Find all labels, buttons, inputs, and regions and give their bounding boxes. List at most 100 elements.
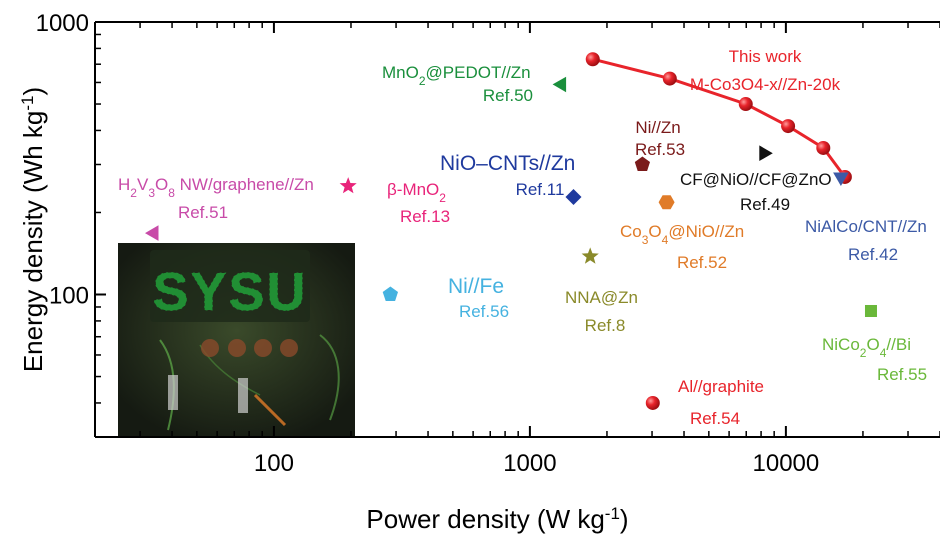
marker-co3o4-nio xyxy=(658,195,675,210)
label-co3o4-nio-part: Co xyxy=(620,222,642,241)
label-h2v3o8-part: NW/graphene//Zn xyxy=(175,175,314,194)
inset-battery-4 xyxy=(280,339,298,357)
ref-ni-fe: Ref.56 xyxy=(459,302,509,321)
y-tick-label: 1000 xyxy=(36,10,89,37)
this-work-point xyxy=(781,119,796,134)
x-axis-label-tail: ) xyxy=(620,504,629,534)
label-nna-zn: NNA@Zn xyxy=(565,288,638,307)
label-h2v3o8-part: H xyxy=(118,175,130,194)
ref-nio-cnts: Ref.11 xyxy=(516,180,565,199)
label-ni-zn: Ni//Zn xyxy=(635,118,680,137)
marker-al-graphite xyxy=(645,395,660,410)
x-axis-label-sup: -1 xyxy=(605,504,620,523)
ref-ni-zn: Ref.53 xyxy=(635,140,685,159)
inset-battery-2 xyxy=(228,339,246,357)
ref-al-graphite: Ref.54 xyxy=(690,409,740,428)
x-tick-label: 10000 xyxy=(753,450,820,477)
inset-wire-right xyxy=(319,334,340,421)
this-work-label: This work xyxy=(729,47,802,66)
label-co3o4-nio-part: @NiO//Zn xyxy=(668,222,744,241)
x-axis-label-base: Power density (W kg xyxy=(366,504,604,534)
label-al-graphite-part: Al//graphite xyxy=(678,377,764,396)
label-nico2o4: NiCo2O4//Bi xyxy=(822,335,911,360)
marker-ni-fe xyxy=(382,286,398,301)
ref-co3o4-nio: Ref.52 xyxy=(677,253,727,272)
label-ni-fe: Ni//Fe xyxy=(448,275,504,298)
this-work-point xyxy=(738,97,753,112)
label-nico2o4-part: //Bi xyxy=(886,335,911,354)
inset-photo: SYSU xyxy=(118,243,355,438)
marker-nialco xyxy=(833,172,849,186)
this-work-sublabel: M-Co3O4-x//Zn-20k xyxy=(690,75,841,94)
label-cf-nio-part: CF@NiO//CF@ZnO xyxy=(680,170,832,189)
label-nialco: NiAlCo/CNT//Zn xyxy=(805,217,927,236)
ref-h2v3o8: Ref.51 xyxy=(178,203,228,222)
label-co3o4-nio: Co3O4@NiO//Zn xyxy=(620,222,744,247)
label-cf-nio: CF@NiO//CF@ZnO xyxy=(680,170,832,189)
x-tick-label: 100 xyxy=(254,450,294,477)
label-beta-mno2-part: 2 xyxy=(439,191,446,205)
label-h2v3o8-part: 3 xyxy=(148,186,155,200)
y-axis-label-tail: ) xyxy=(18,87,48,96)
label-mno2-pedot-part: @PEDOT//Zn xyxy=(426,63,531,82)
inset-led-panel xyxy=(150,250,310,322)
marker-nio-cnts xyxy=(565,189,582,205)
marker-nna-zn xyxy=(581,247,599,264)
y-tick-label: 100 xyxy=(49,283,89,310)
label-ni-fe-part: Ni//Fe xyxy=(448,275,504,298)
ref-nna-zn: Ref.8 xyxy=(585,316,626,335)
label-nna-zn-part: NNA@Zn xyxy=(565,288,638,307)
label-al-graphite: Al//graphite xyxy=(678,377,764,396)
this-work-point xyxy=(816,140,831,155)
label-nico2o4-part: O xyxy=(866,335,879,354)
this-work-point xyxy=(662,71,677,86)
label-nio-cnts-part: NiO–CNTs//Zn xyxy=(440,152,575,175)
inset-led-text: SYSU xyxy=(152,262,307,322)
ref-beta-mno2: Ref.13 xyxy=(400,207,450,226)
label-h2v3o8-part: V xyxy=(137,175,149,194)
this-work-point xyxy=(585,52,600,67)
label-h2v3o8-part: 2 xyxy=(130,186,137,200)
label-h2v3o8-part: O xyxy=(155,175,168,194)
label-mno2-pedot-part: MnO xyxy=(382,63,419,82)
label-beta-mno2-part: β-MnO xyxy=(387,180,439,199)
marker-mno2-pedot xyxy=(552,76,567,93)
ref-nico2o4: Ref.55 xyxy=(877,365,927,384)
ref-cf-nio: Ref.49 xyxy=(740,195,790,214)
marker-nico2o4 xyxy=(864,304,877,317)
label-mno2-pedot: MnO2@PEDOT//Zn xyxy=(382,63,531,88)
inset-clip-left xyxy=(168,375,178,410)
x-axis-label: Power density (W kg-1) xyxy=(366,504,628,535)
y-axis-label-sup: -1 xyxy=(18,95,37,110)
label-co3o4-nio-part: 3 xyxy=(642,233,649,247)
label-h2v3o8: H2V3O8 NW/graphene//Zn xyxy=(118,175,314,200)
marker-ni-zn xyxy=(634,156,650,171)
inset-clip-right xyxy=(238,378,248,413)
label-nico2o4-part: NiCo xyxy=(822,335,860,354)
y-axis-label-base: Energy density (Wh kg xyxy=(18,111,48,373)
ref-mno2-pedot: Ref.50 xyxy=(483,86,533,105)
markers xyxy=(145,52,877,410)
marker-beta-mno2 xyxy=(339,177,357,194)
y-axis-label: Energy density (Wh kg-1) xyxy=(18,87,49,372)
ref-nialco: Ref.42 xyxy=(848,245,898,264)
label-ni-zn-part: Ni//Zn xyxy=(635,118,680,137)
inset-lead-orange xyxy=(253,393,287,427)
label-nico2o4-part: 2 xyxy=(860,346,867,360)
label-nico2o4-part: 4 xyxy=(880,346,887,360)
x-tick-label: 1000 xyxy=(503,450,556,477)
label-nialco-part: NiAlCo/CNT//Zn xyxy=(805,217,927,236)
marker-cf-nio xyxy=(759,145,773,161)
inset-battery-3 xyxy=(254,339,272,357)
marker-h2v3o8 xyxy=(145,225,159,241)
label-mno2-pedot-part: 2 xyxy=(419,74,426,88)
inset-battery-1 xyxy=(201,339,219,357)
label-h2v3o8-part: 8 xyxy=(168,186,175,200)
label-beta-mno2: β-MnO2 xyxy=(387,180,446,205)
label-co3o4-nio-part: O xyxy=(648,222,661,241)
label-nio-cnts: NiO–CNTs//Zn xyxy=(440,152,575,175)
label-co3o4-nio-part: 4 xyxy=(662,233,669,247)
